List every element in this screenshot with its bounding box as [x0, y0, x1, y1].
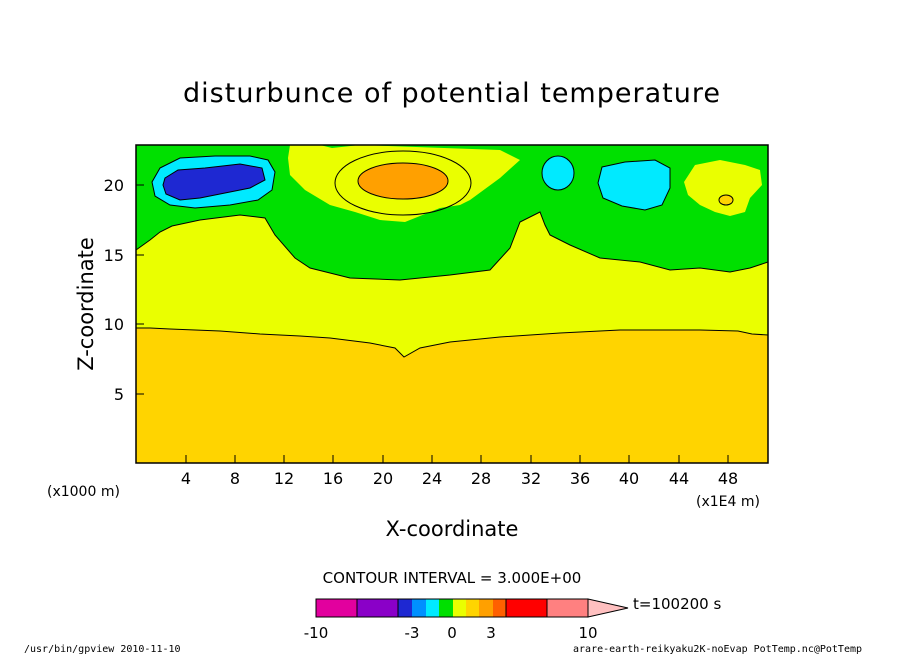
x-unit-label: (x1000 m)	[47, 484, 120, 500]
warm-cell-fill	[357, 162, 449, 200]
colorbar-swatch	[453, 599, 466, 617]
x-tick: 28	[471, 455, 491, 488]
y-tick: 5	[114, 385, 144, 404]
contour-mid-top	[135, 211, 769, 281]
colorbar-arrow	[587, 598, 629, 618]
colorbar-label: 3	[486, 624, 496, 642]
x-tick-label: 20	[373, 469, 393, 488]
y-axis: 5 10 15 20	[104, 176, 144, 404]
x-tick: 44	[669, 455, 689, 488]
colorbar-swatch	[506, 599, 547, 617]
colorbar-label: 0	[447, 624, 457, 642]
x-tick: 40	[619, 455, 639, 488]
colorbar-swatch	[466, 599, 479, 617]
x-tick: 32	[521, 455, 541, 488]
y-unit-label: (x1E4 m)	[696, 494, 760, 510]
right-cold-cell	[597, 159, 671, 211]
x-tick-label: 44	[669, 469, 689, 488]
x-tick-label: 24	[422, 469, 442, 488]
x-tick-label: 28	[471, 469, 491, 488]
x-axis: 4 8 12 16 20 24 28 32 36 40 44 48	[181, 455, 738, 488]
y-tick-label: 10	[104, 315, 124, 334]
x-tick: 24	[422, 455, 442, 488]
cold-cell-fill	[162, 163, 266, 201]
colorbar: -10 -3 0 3 10 t=100200 s	[304, 595, 722, 642]
chart-title: disturbunce of potential temperature	[183, 78, 721, 109]
time-label: t=100200 s	[633, 595, 721, 613]
colorbar-swatch	[493, 599, 506, 617]
x-tick-label: 8	[230, 469, 240, 488]
x-tick-label: 40	[619, 469, 639, 488]
x-tick-label: 16	[323, 469, 343, 488]
colorbar-label: 10	[578, 624, 597, 642]
warm-zone-right-fill	[684, 160, 762, 216]
colorbar-swatch	[439, 599, 453, 617]
footer-right: arare-earth-reikyaku2K-noEvap_PotTemp.nc…	[573, 644, 862, 654]
colorbar-swatch	[479, 599, 493, 617]
contour-interval: CONTOUR INTERVAL = 3.000E+00	[323, 569, 582, 587]
colorbar-swatch	[547, 599, 588, 617]
colorbar-frame	[315, 598, 589, 618]
y-tick: 10	[104, 315, 144, 334]
y-tick-label: 5	[114, 385, 124, 404]
x-tick-label: 12	[274, 469, 294, 488]
y-tick-label: 15	[104, 246, 124, 265]
x-tick: 12	[274, 455, 294, 488]
colorbar-label: -3	[405, 624, 420, 642]
x-tick: 36	[570, 455, 590, 488]
x-axis-title: X-coordinate	[386, 517, 519, 541]
x-tick: 8	[230, 455, 240, 488]
warm-cell-outline	[334, 150, 472, 216]
x-tick: 48	[718, 455, 738, 488]
small-cold-cell	[541, 155, 575, 191]
plot-area	[135, 145, 769, 463]
colorbar-swatch	[357, 599, 398, 617]
colorbar-swatch	[398, 599, 412, 617]
x-tick: 16	[323, 455, 343, 488]
y-tick-label: 20	[104, 176, 124, 195]
x-tick-label: 4	[181, 469, 191, 488]
plot-frame	[135, 144, 769, 464]
small-warm-cell	[718, 194, 734, 206]
x-tick-label: 48	[718, 469, 738, 488]
x-tick-label: 32	[521, 469, 541, 488]
contour-surface-top	[136, 327, 769, 358]
colorbar-label: -10	[304, 624, 329, 642]
colorbar-swatch	[426, 599, 439, 617]
colorbar-swatch	[316, 599, 357, 617]
colorbar-swatch	[412, 599, 426, 617]
y-axis-title: Z-coordinate	[74, 237, 98, 371]
y-tick: 15	[104, 246, 144, 265]
x-tick-label: 36	[570, 469, 590, 488]
footer-left: /usr/bin/gpview 2010-11-10	[24, 644, 181, 654]
x-tick: 20	[373, 455, 393, 488]
y-tick: 20	[104, 176, 144, 195]
x-tick: 4	[181, 455, 191, 488]
